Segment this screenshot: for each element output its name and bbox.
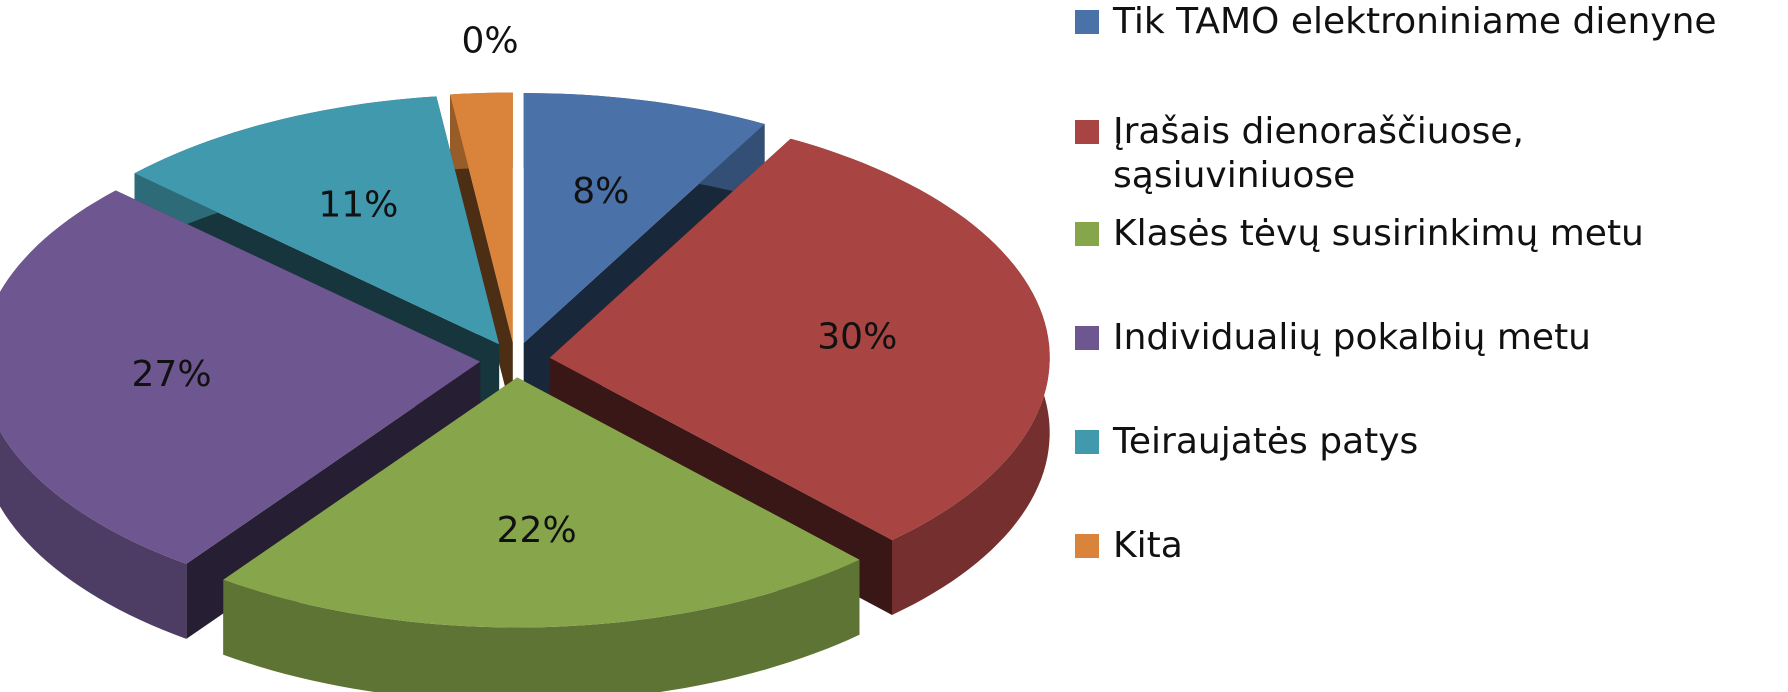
- slice-tops: [0, 92, 1050, 628]
- legend-swatch: [1075, 430, 1099, 454]
- data-label: 0%: [461, 21, 518, 62]
- pie-area: 8%30%22%27%11%2%0%: [0, 21, 1050, 692]
- legend-label: Kita: [1113, 525, 1183, 566]
- slice-rim: [223, 559, 860, 692]
- legend-swatch: [1075, 534, 1099, 558]
- legend-swatch: [1075, 326, 1099, 350]
- legend-item: Įrašais dienoraščiuose, sąsiuviniuose: [1075, 110, 1735, 198]
- legend-swatch: [1075, 222, 1099, 246]
- legend-label: Klasės tėvų susirinkimų metu: [1113, 213, 1644, 254]
- legend-item: Individualių pokalbių metu: [1075, 316, 1735, 360]
- data-label: 27%: [132, 354, 212, 395]
- slice: [223, 377, 860, 628]
- legend-item: Tik TAMO elektroniniame dienyne: [1075, 0, 1735, 44]
- legend-swatch: [1075, 120, 1099, 144]
- data-label: 8%: [572, 171, 629, 212]
- legend-label: Įrašais dienoraščiuose, sąsiuviniuose: [1113, 111, 1524, 196]
- slice: [0, 190, 481, 564]
- slice: [549, 138, 1050, 540]
- legend-swatch: [1075, 10, 1099, 34]
- legend-label: Teiraujatės patys: [1113, 421, 1419, 462]
- data-label: 30%: [817, 316, 897, 357]
- data-label: 11%: [318, 184, 398, 225]
- data-label: 22%: [497, 510, 577, 551]
- legend-item: Klasės tėvų susirinkimų metu: [1075, 212, 1735, 256]
- legend-label: Tik TAMO elektroniniame dienyne: [1113, 1, 1717, 42]
- legend-item: Teiraujatės patys: [1075, 420, 1735, 464]
- legend-item: Kita: [1075, 524, 1735, 568]
- slice: [134, 96, 500, 345]
- slice: [450, 92, 513, 343]
- legend-label: Individualių pokalbių metu: [1113, 317, 1592, 358]
- slice: [523, 93, 765, 343]
